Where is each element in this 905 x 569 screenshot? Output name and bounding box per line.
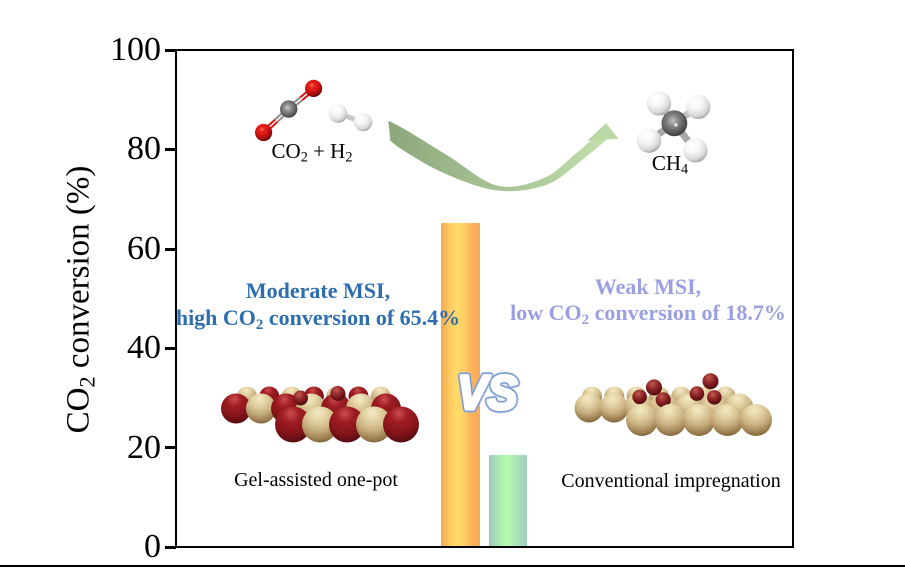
svg-text:VS: VS: [457, 366, 517, 420]
svg-text:VS: VS: [457, 366, 517, 420]
svg-text:VS: VS: [457, 366, 517, 420]
